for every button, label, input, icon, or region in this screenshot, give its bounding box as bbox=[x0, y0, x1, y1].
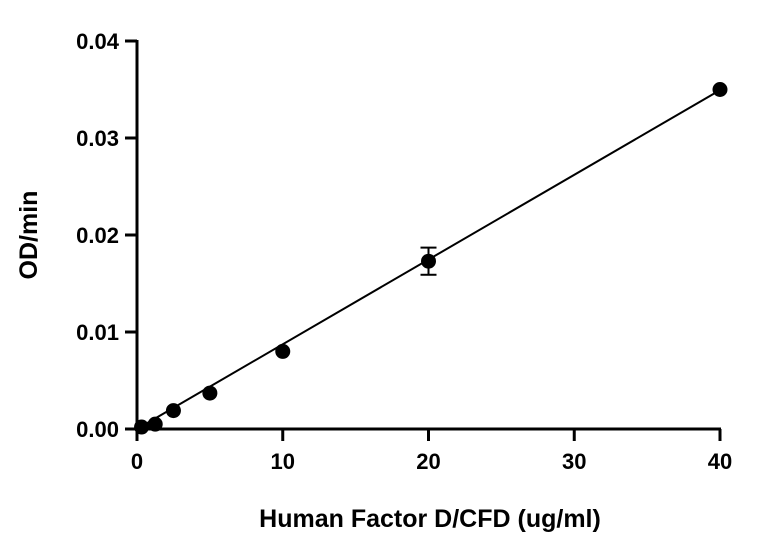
data-points bbox=[134, 82, 728, 435]
data-point bbox=[165, 403, 181, 419]
y-tick-label: 0.00 bbox=[76, 417, 119, 442]
axes: 0 10 20 30 40 0.00 0.01 0.02 0.03 0.04 bbox=[76, 29, 732, 474]
data-point bbox=[202, 385, 218, 401]
y-tick-label: 0.01 bbox=[76, 320, 119, 345]
x-tick-label: 40 bbox=[708, 449, 732, 474]
data-point bbox=[275, 343, 291, 359]
x-tick-label: 20 bbox=[416, 449, 440, 474]
y-tick-label: 0.04 bbox=[76, 29, 120, 54]
data-point bbox=[712, 82, 728, 97]
x-axis-label: Human Factor D/CFD (ug/ml) bbox=[259, 505, 601, 533]
x-tick-label: 0 bbox=[131, 449, 143, 474]
data-point bbox=[421, 253, 436, 269]
y-tick-label: 0.03 bbox=[76, 126, 119, 151]
x-tick-label: 30 bbox=[562, 449, 586, 474]
y-tick-label: 0.02 bbox=[76, 223, 119, 248]
y-axis-label: OD/min bbox=[15, 191, 43, 280]
x-tick-label: 10 bbox=[271, 449, 295, 474]
